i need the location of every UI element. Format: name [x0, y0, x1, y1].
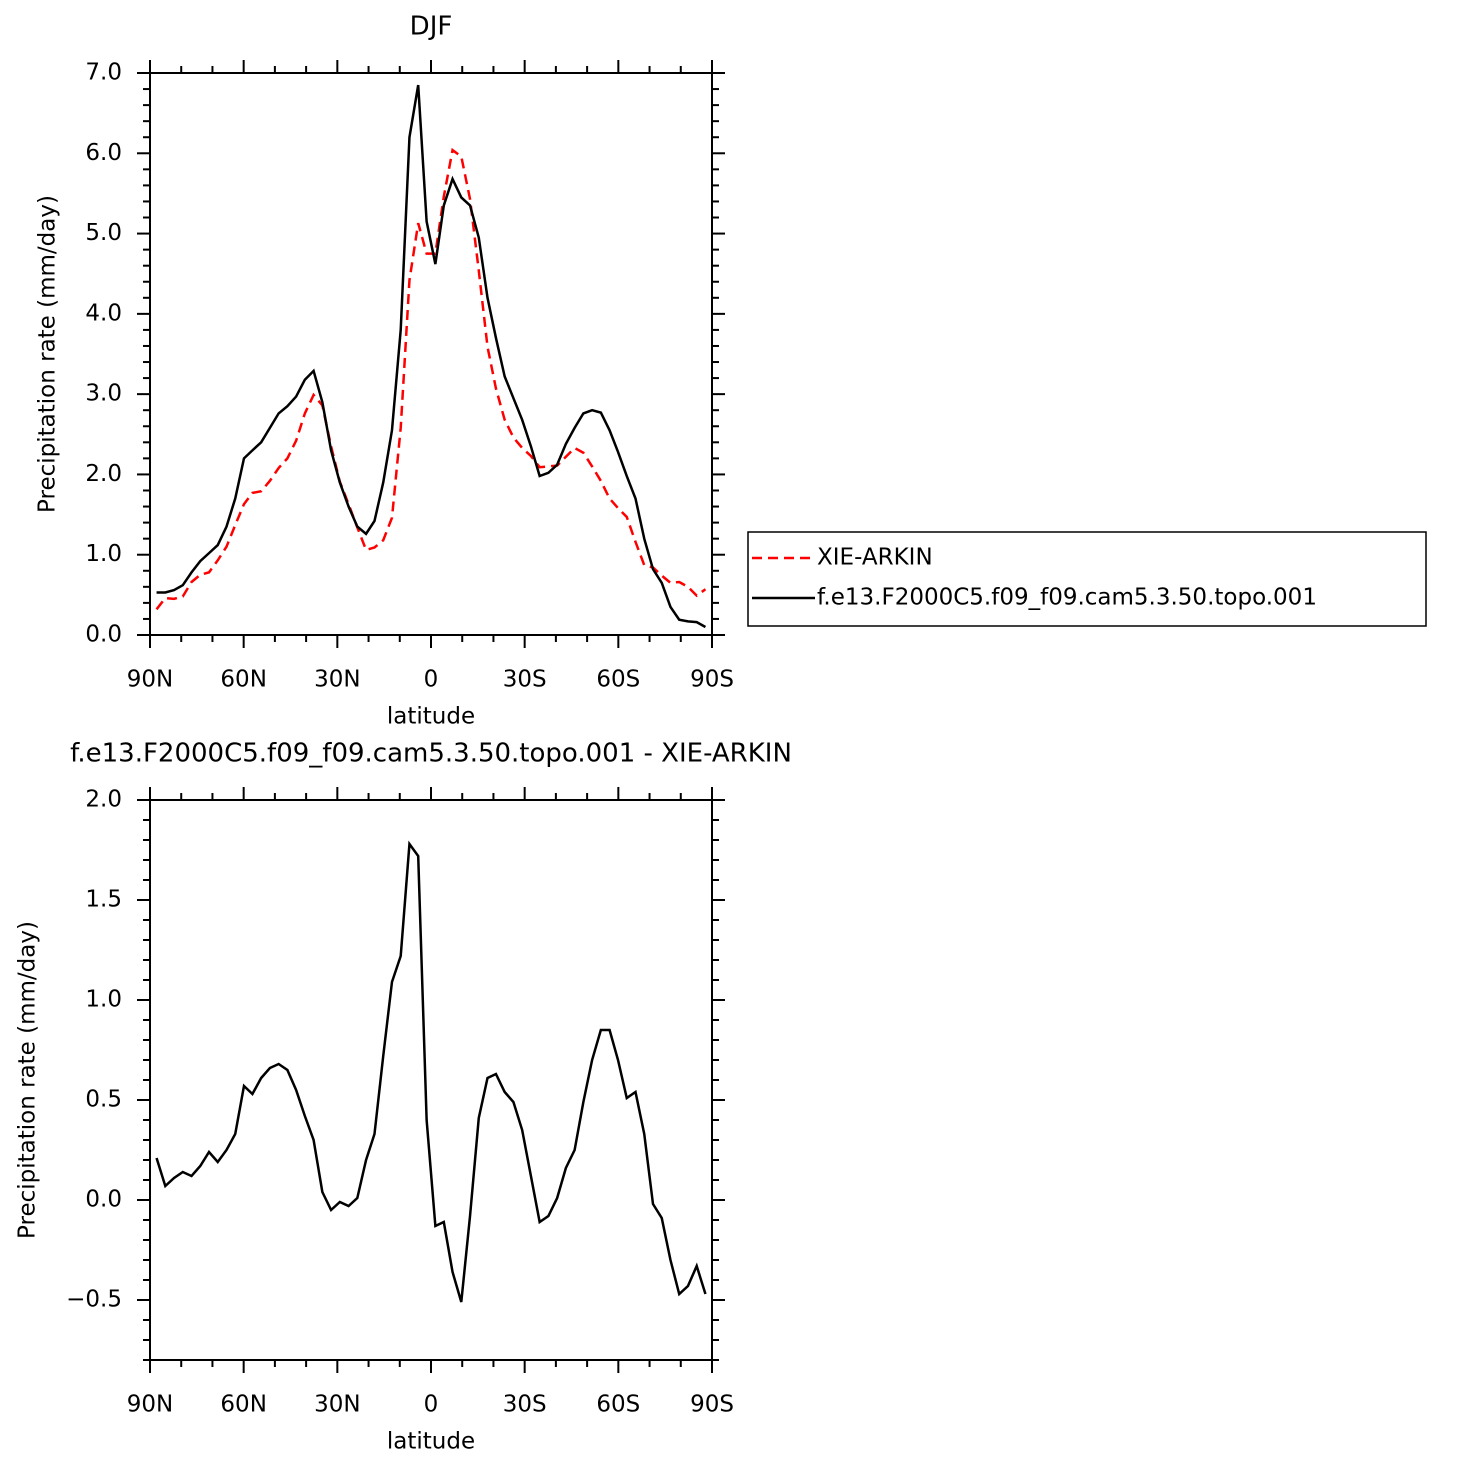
y-tick-label: 1.0 [85, 987, 122, 1013]
x-tick-label: 90S [690, 667, 734, 693]
x-tick-label: 30N [314, 667, 360, 693]
x-tick-label: 60S [596, 1392, 640, 1418]
x-tick-label: 60N [220, 667, 266, 693]
x-axis-label: latitude [387, 1429, 475, 1455]
y-tick-label: 7.0 [85, 60, 122, 86]
legend-label: f.e13.F2000C5.f09_f09.cam5.3.50.topo.001 [817, 585, 1317, 611]
legend-box [747, 531, 1427, 627]
x-tick-label: 0 [424, 667, 439, 693]
y-tick-label: 5.0 [85, 220, 122, 246]
y-tick-label: 4.0 [85, 300, 122, 326]
chart-title: f.e13.F2000C5.f09_f09.cam5.3.50.topo.001… [70, 739, 792, 769]
y-tick-label: 1.5 [85, 887, 122, 913]
y-tick-label: 0.5 [85, 1087, 122, 1113]
y-axis-label: Precipitation rate (mm/day) [15, 921, 41, 1239]
x-tick-label: 0 [424, 1392, 439, 1418]
y-tick-label: 1.0 [85, 541, 122, 567]
x-tick-label: 60S [596, 667, 640, 693]
y-tick-label: 0.0 [85, 622, 122, 648]
data-line [156, 84, 707, 629]
y-tick-label: 2.0 [85, 461, 122, 487]
x-tick-label: 60N [220, 1392, 266, 1418]
x-axis-label: latitude [387, 704, 475, 730]
data-line [155, 147, 707, 611]
x-tick-label: 30N [314, 1392, 360, 1418]
x-tick-label: 90N [127, 1392, 173, 1418]
legend-label: XIE-ARKIN [817, 545, 933, 571]
x-tick-label: 30S [503, 1392, 547, 1418]
y-tick-label: 2.0 [85, 787, 122, 813]
y-tick-label: 0.0 [85, 1187, 122, 1213]
data-line [155, 840, 707, 1303]
plot-frame [149, 72, 713, 636]
y-tick-label: −0.5 [66, 1287, 122, 1313]
plot-frame [149, 799, 713, 1361]
x-tick-label: 90S [690, 1392, 734, 1418]
y-tick-label: 3.0 [85, 381, 122, 407]
y-tick-label: 6.0 [85, 140, 122, 166]
y-axis-label: Precipitation rate (mm/day) [35, 195, 61, 513]
chart-title: DJF [410, 12, 453, 42]
x-tick-label: 30S [503, 667, 547, 693]
x-tick-label: 90N [127, 667, 173, 693]
